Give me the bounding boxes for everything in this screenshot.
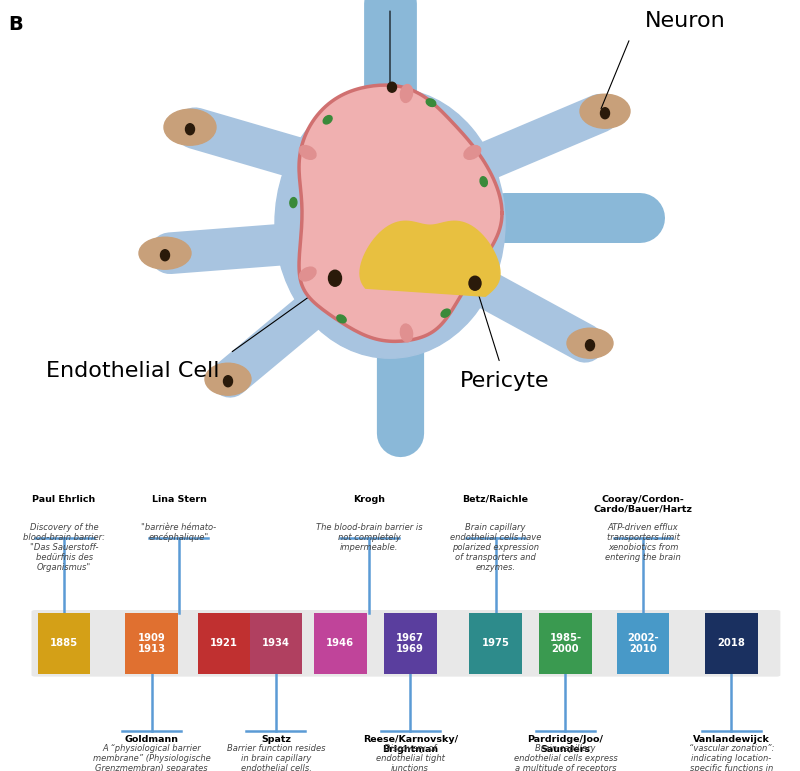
Ellipse shape <box>464 267 481 281</box>
Ellipse shape <box>469 276 481 290</box>
Ellipse shape <box>329 270 342 286</box>
FancyBboxPatch shape <box>198 613 250 674</box>
Text: 1985-
2000: 1985- 2000 <box>550 633 582 654</box>
Ellipse shape <box>567 328 613 359</box>
FancyBboxPatch shape <box>38 613 90 674</box>
Ellipse shape <box>299 146 316 160</box>
Text: Brain capillary
endothelial cells express
a multitude of receptors
and signaling: Brain capillary endothelial cells expres… <box>514 744 618 771</box>
Text: Pericyte: Pericyte <box>460 371 550 391</box>
Ellipse shape <box>426 99 436 106</box>
FancyBboxPatch shape <box>314 613 366 674</box>
Ellipse shape <box>275 88 505 359</box>
Ellipse shape <box>323 116 332 124</box>
FancyBboxPatch shape <box>250 613 302 674</box>
Text: Brain capillary
endothelial cells have
polarized expression
of transporters and
: Brain capillary endothelial cells have p… <box>450 523 542 572</box>
Text: Neuron: Neuron <box>645 12 726 31</box>
Text: ATP-driven efflux
transporters limit
xenobiotics from
entering the brain: ATP-driven efflux transporters limit xen… <box>605 523 681 562</box>
Ellipse shape <box>161 250 170 261</box>
Text: 1946: 1946 <box>326 638 354 648</box>
Ellipse shape <box>387 82 397 93</box>
Ellipse shape <box>586 340 594 351</box>
Text: Spatz: Spatz <box>261 736 291 745</box>
Text: The blood-brain barrier is
not completely
impermeable.: The blood-brain barrier is not completel… <box>316 523 422 552</box>
Text: Endothelial Cell: Endothelial Cell <box>46 362 220 381</box>
Polygon shape <box>360 221 500 296</box>
FancyBboxPatch shape <box>126 613 178 674</box>
Text: A “physiological barrier
membrane” (Physiologische
Grenzmembran) separates
the b: A “physiological barrier membrane” (Phys… <box>93 744 210 771</box>
Ellipse shape <box>601 108 610 119</box>
Text: 1921: 1921 <box>210 638 238 648</box>
FancyBboxPatch shape <box>539 613 592 674</box>
Ellipse shape <box>223 375 233 387</box>
Ellipse shape <box>205 363 251 396</box>
FancyBboxPatch shape <box>469 613 522 674</box>
Text: 1909
1913: 1909 1913 <box>138 633 166 654</box>
Text: 2002-
2010: 2002- 2010 <box>627 633 659 654</box>
Ellipse shape <box>441 309 450 317</box>
Text: Pardridge/Joo/
Saunders: Pardridge/Joo/ Saunders <box>527 736 603 754</box>
Ellipse shape <box>400 85 413 103</box>
Ellipse shape <box>164 109 216 145</box>
FancyBboxPatch shape <box>31 610 780 677</box>
Ellipse shape <box>337 315 346 323</box>
Ellipse shape <box>580 94 630 128</box>
Text: Betz/Raichle: Betz/Raichle <box>462 495 529 503</box>
Polygon shape <box>299 85 502 342</box>
FancyBboxPatch shape <box>705 613 758 674</box>
Text: Paul Ehrlich: Paul Ehrlich <box>33 495 96 503</box>
Text: 1975: 1975 <box>482 638 510 648</box>
Text: Barrier function resides
in brain capillary
endothelial cells.: Barrier function resides in brain capill… <box>226 744 326 771</box>
Text: Reese/Karnovsky/
Brightman: Reese/Karnovsky/ Brightman <box>362 736 458 754</box>
Text: 1934: 1934 <box>262 638 290 648</box>
FancyBboxPatch shape <box>384 613 437 674</box>
Ellipse shape <box>299 267 316 281</box>
Text: Discovery of the
blood-brain barrier:
"Das Sauerstoff-
bedürfnis des
Organismus": Discovery of the blood-brain barrier: "D… <box>23 523 105 572</box>
Text: Krogh: Krogh <box>353 495 385 503</box>
Text: 1967
1969: 1967 1969 <box>396 633 424 654</box>
Text: Discovery of
endothelial tight
junctions: Discovery of endothelial tight junctions <box>376 744 445 771</box>
Text: "barrière hémato-
encéphalique": "barrière hémato- encéphalique" <box>142 523 217 542</box>
Text: Vanlandewijck: Vanlandewijck <box>693 736 770 745</box>
Ellipse shape <box>139 237 191 269</box>
Text: Goldmann: Goldmann <box>125 736 178 745</box>
Text: Cooray/Cordon-
Cardo/Bauer/Hartz: Cooray/Cordon- Cardo/Bauer/Hartz <box>594 495 693 513</box>
Ellipse shape <box>464 146 481 160</box>
Ellipse shape <box>400 324 413 342</box>
Text: B: B <box>8 15 22 34</box>
Ellipse shape <box>480 177 487 187</box>
Ellipse shape <box>290 197 297 207</box>
Text: Lina Stern: Lina Stern <box>151 495 206 503</box>
Text: 1885: 1885 <box>50 638 78 648</box>
Text: 2018: 2018 <box>718 638 746 648</box>
FancyBboxPatch shape <box>617 613 670 674</box>
Text: “vascular zonation”:
indicating location-
specific functions in
different areas : “vascular zonation”: indicating location… <box>679 744 783 771</box>
Ellipse shape <box>186 123 194 135</box>
